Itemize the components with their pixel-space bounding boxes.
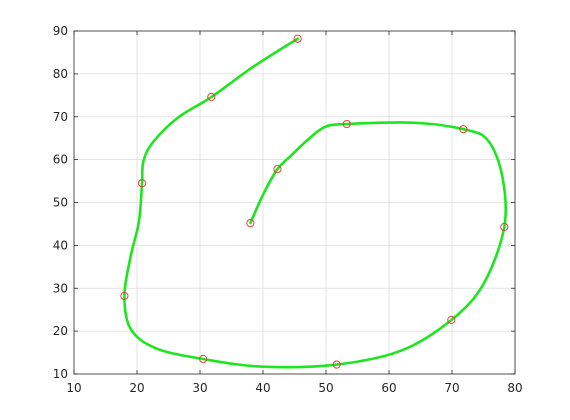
data-point-marker <box>342 119 351 129</box>
x-tick-label: 20 <box>129 381 144 395</box>
series-line <box>123 37 508 369</box>
y-tick-label: 80 <box>53 67 68 81</box>
data-point-marker <box>500 222 509 232</box>
x-tick-label: 30 <box>192 381 207 395</box>
x-tick-label: 50 <box>318 381 333 395</box>
x-tick-label: 10 <box>66 381 81 395</box>
data-point-marker <box>199 354 208 364</box>
ticks <box>73 30 516 375</box>
y-tick-label: 10 <box>53 367 68 381</box>
series-layer <box>120 34 509 369</box>
data-point-marker <box>137 179 147 188</box>
grid <box>74 31 515 374</box>
y-tick-label: 70 <box>53 110 68 124</box>
y-tick-label: 60 <box>53 153 68 167</box>
y-tick-label: 50 <box>53 196 68 210</box>
data-point-marker <box>273 164 282 174</box>
y-tick-label: 20 <box>53 324 68 338</box>
data-point-marker <box>447 315 456 325</box>
data-point-marker <box>293 34 302 43</box>
data-point-marker <box>332 360 341 369</box>
data-point-marker <box>120 291 129 301</box>
tick-labels: 10 20 30 40 50 60 70 80 10 20 30 40 50 60 70 80 90 <box>53 24 523 395</box>
data-point-marker <box>246 218 255 228</box>
y-tick-label: 30 <box>53 281 68 295</box>
data-point-marker <box>459 125 468 134</box>
x-tick-label: 60 <box>381 381 396 395</box>
x-tick-label: 40 <box>255 381 270 395</box>
data-point-marker <box>207 92 216 102</box>
y-tick-label: 90 <box>53 24 68 38</box>
x-tick-label: 70 <box>444 381 459 395</box>
y-tick-label: 40 <box>53 238 68 252</box>
x-tick-label: 80 <box>507 381 522 395</box>
